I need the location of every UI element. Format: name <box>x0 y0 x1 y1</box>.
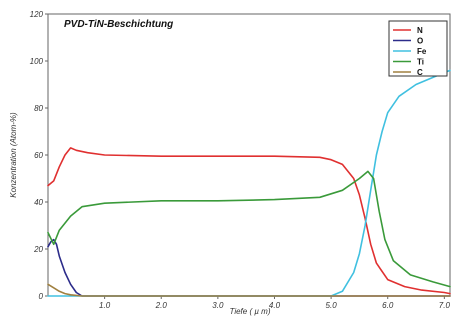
x-tick-label: 4.0 <box>269 301 281 310</box>
legend-label-o: O <box>417 37 423 46</box>
y-tick-label: 80 <box>34 104 43 113</box>
x-tick-label: 6.0 <box>382 301 394 310</box>
x-tick-label: 2.0 <box>155 301 168 310</box>
y-tick-label: 20 <box>33 245 43 254</box>
x-axis: 1.0 2.0 3.0 4.0 5.0 6.0 7.0 <box>99 296 450 310</box>
x-tick-label: 3.0 <box>212 301 224 310</box>
y-tick-label: 40 <box>34 198 43 207</box>
y-axis: 0 20 40 60 80 100 120 <box>30 10 48 301</box>
x-tick-label: 7.0 <box>439 301 451 310</box>
series-line-fe <box>47 69 451 297</box>
series-line-n <box>47 147 451 295</box>
x-tick-label: 5.0 <box>326 301 338 310</box>
x-axis-label: Tiefe ( µ m) <box>230 307 271 316</box>
y-tick-label: 0 <box>39 292 44 301</box>
legend-label-n: N <box>417 26 423 35</box>
y-tick-label: 100 <box>30 57 44 66</box>
series-line-c <box>47 283 451 297</box>
y-tick-label: 120 <box>30 10 44 19</box>
chart-title: PVD-TiN-Beschichtung <box>64 19 173 30</box>
x-tick-label: 1.0 <box>99 301 111 310</box>
series-layer <box>47 69 451 297</box>
legend-label-fe: Fe <box>417 47 427 56</box>
legend-label-c: C <box>417 68 423 77</box>
y-axis-label: Konzentration (Atom-%) <box>9 112 18 198</box>
legend-label-ti: Ti <box>417 58 424 67</box>
y-tick-label: 60 <box>34 151 43 160</box>
series-line-ti <box>47 170 451 288</box>
